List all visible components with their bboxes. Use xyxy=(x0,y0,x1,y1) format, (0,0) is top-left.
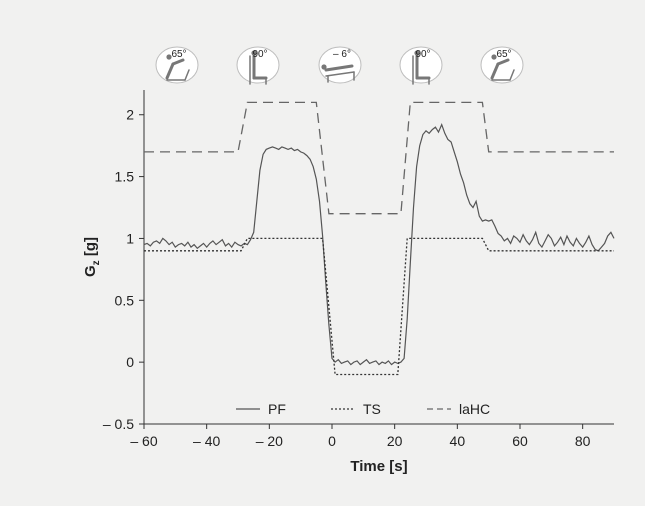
axes xyxy=(143,90,614,425)
posture-icon: 90° xyxy=(399,46,443,85)
head-icon xyxy=(321,64,327,70)
x-tick-label: 20 xyxy=(387,433,403,449)
ticks: – 60 – 40 – 20 0 20 40 60 80 – 0.5 0 0.5 1 1.5 2 xyxy=(103,107,591,449)
seat-figure-icon xyxy=(171,58,185,66)
head-icon xyxy=(491,54,497,60)
posture-angle-label: 65° xyxy=(496,49,511,60)
y-tick-label: 2 xyxy=(126,107,134,123)
x-tick-label: 0 xyxy=(328,433,336,449)
seat-figure-icon xyxy=(509,69,515,81)
posture-icon-circle xyxy=(399,46,443,84)
x-tick-label: – 40 xyxy=(193,433,220,449)
posture-icons: 65° 90° – 6° 90° 65° xyxy=(155,46,524,85)
x-tick-label: 80 xyxy=(575,433,591,449)
head-icon xyxy=(414,50,420,56)
y-axis-label: Gz [g] xyxy=(82,237,102,277)
legend-label-pf: PF xyxy=(268,401,286,417)
posture-icon: 65° xyxy=(480,46,524,84)
seat-figure-icon xyxy=(496,58,510,66)
posture-icon: – 6° xyxy=(318,46,362,84)
y-tick-label: 0.5 xyxy=(115,292,135,308)
posture-icon: 90° xyxy=(236,46,280,85)
legend-label-ts: TS xyxy=(363,401,381,417)
x-tick-label: 60 xyxy=(512,433,528,449)
head-icon xyxy=(166,54,172,60)
series-line-lahc xyxy=(144,101,614,215)
posture-icon-circle xyxy=(236,46,280,84)
series-line-pf xyxy=(143,122,615,366)
posture-angle-label: 65° xyxy=(171,49,186,60)
series-line-ts xyxy=(144,237,614,376)
y-tick-label: 1.5 xyxy=(115,169,135,185)
seat-figure-icon xyxy=(325,71,355,77)
seat-figure-icon xyxy=(184,69,190,81)
posture-icon-circle xyxy=(318,46,362,84)
y-tick-label: 0 xyxy=(126,354,134,370)
seat-figure-icon xyxy=(324,64,354,72)
series-lines xyxy=(143,101,615,376)
posture-angle-label: 90° xyxy=(415,49,430,60)
legend-label-lahc: laHC xyxy=(459,401,490,417)
x-tick-label: – 20 xyxy=(256,433,283,449)
posture-angle-label: 90° xyxy=(252,49,267,60)
head-icon xyxy=(251,50,257,56)
posture-angle-label: – 6° xyxy=(333,49,351,60)
seat-figure-icon xyxy=(490,62,500,80)
x-axis-label: Time [s] xyxy=(350,458,407,475)
posture-icon: 65° xyxy=(155,46,199,84)
y-tick-label: – 0.5 xyxy=(103,416,134,432)
y-tick-label: 1 xyxy=(126,230,134,246)
x-tick-label: 40 xyxy=(450,433,466,449)
legend: PF TS laHC xyxy=(236,401,490,417)
x-tick-label: – 60 xyxy=(130,433,157,449)
seat-figure-icon xyxy=(165,62,175,80)
